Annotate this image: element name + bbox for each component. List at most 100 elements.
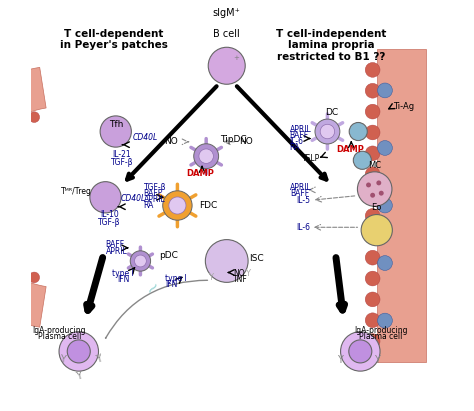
Text: CD40L: CD40L: [121, 194, 146, 203]
Circle shape: [365, 250, 380, 265]
Text: T cell-dependent
in Peyer's patches: T cell-dependent in Peyer's patches: [60, 29, 168, 51]
Circle shape: [378, 313, 392, 328]
Circle shape: [365, 292, 380, 307]
Circle shape: [365, 188, 380, 203]
Circle shape: [365, 313, 380, 328]
FancyArrowPatch shape: [209, 148, 221, 155]
Circle shape: [376, 180, 381, 185]
Text: RA: RA: [290, 143, 300, 152]
Circle shape: [341, 332, 380, 371]
Text: Plasma cell: Plasma cell: [359, 332, 402, 341]
Text: Y: Y: [245, 269, 250, 278]
Text: IL-5: IL-5: [296, 196, 310, 205]
Text: Y: Y: [208, 273, 213, 282]
Text: DAMP: DAMP: [186, 169, 214, 178]
Circle shape: [378, 141, 392, 155]
Text: CD40L: CD40L: [132, 133, 157, 142]
FancyArrowPatch shape: [330, 123, 343, 130]
FancyArrowPatch shape: [312, 123, 325, 130]
FancyArrowPatch shape: [312, 133, 325, 140]
Text: ~: ~: [141, 276, 164, 299]
Circle shape: [315, 119, 340, 144]
Circle shape: [0, 113, 12, 128]
Circle shape: [130, 251, 151, 271]
Text: IgA-producing: IgA-producing: [33, 326, 86, 335]
Text: TipDC: TipDC: [220, 135, 247, 144]
Circle shape: [169, 197, 186, 214]
Circle shape: [320, 124, 335, 139]
Text: T cell-independent
lamina propria
restricted to B1 ??: T cell-independent lamina propria restri…: [276, 29, 387, 62]
Circle shape: [365, 62, 380, 77]
Circle shape: [365, 125, 380, 140]
Text: APRIL: APRIL: [106, 247, 127, 256]
Circle shape: [365, 167, 380, 182]
Circle shape: [11, 264, 22, 275]
FancyArrowPatch shape: [330, 133, 343, 140]
Circle shape: [349, 122, 367, 141]
Text: BAFF: BAFF: [291, 189, 310, 198]
Circle shape: [11, 120, 22, 130]
Text: IL-10: IL-10: [100, 210, 119, 219]
Circle shape: [357, 172, 392, 206]
FancyArrowPatch shape: [106, 280, 208, 338]
Circle shape: [361, 215, 392, 246]
Circle shape: [100, 116, 131, 147]
Text: Tfh: Tfh: [109, 120, 124, 129]
Circle shape: [365, 271, 380, 286]
Text: BAFF: BAFF: [290, 131, 309, 140]
Circle shape: [163, 191, 192, 220]
Circle shape: [365, 229, 380, 244]
Text: BAFF: BAFF: [144, 189, 163, 198]
Text: Y: Y: [74, 370, 84, 382]
Circle shape: [0, 266, 12, 281]
Text: IL-6: IL-6: [296, 223, 310, 232]
Text: pDC: pDC: [159, 251, 178, 260]
Text: RA: RA: [144, 201, 154, 210]
FancyArrowPatch shape: [180, 207, 196, 216]
Circle shape: [365, 83, 380, 98]
Text: APRIL: APRIL: [291, 182, 312, 192]
Text: DC: DC: [325, 108, 338, 117]
Circle shape: [67, 340, 90, 363]
Text: NO: NO: [233, 269, 245, 278]
Text: +: +: [234, 55, 239, 60]
Text: type I: type I: [165, 274, 187, 283]
Text: TNF: TNF: [233, 275, 247, 284]
Circle shape: [349, 340, 372, 363]
Text: TSLP: TSLP: [302, 154, 320, 163]
Polygon shape: [0, 67, 46, 327]
Text: IFN: IFN: [117, 275, 129, 284]
Text: Y: Y: [374, 355, 380, 365]
FancyArrowPatch shape: [180, 195, 196, 204]
Text: Y: Y: [96, 355, 102, 365]
Text: B cell: B cell: [213, 29, 240, 39]
Text: APRIL: APRIL: [290, 125, 311, 134]
Text: TGF-β: TGF-β: [98, 218, 121, 227]
Circle shape: [353, 151, 372, 169]
Circle shape: [365, 146, 380, 161]
Polygon shape: [377, 49, 426, 362]
Text: IL-6: IL-6: [290, 137, 304, 146]
Circle shape: [0, 132, 7, 142]
Circle shape: [194, 144, 219, 169]
Circle shape: [208, 47, 245, 84]
Text: IFN: IFN: [165, 280, 177, 289]
FancyArrowPatch shape: [159, 207, 175, 216]
Text: ISC: ISC: [249, 254, 264, 263]
Text: Eo: Eo: [372, 203, 382, 212]
Text: Ti-Ag: Ti-Ag: [393, 102, 414, 111]
Circle shape: [29, 112, 39, 122]
Circle shape: [366, 182, 371, 187]
Text: NO: NO: [164, 137, 177, 146]
Circle shape: [378, 198, 392, 213]
Circle shape: [59, 332, 99, 371]
FancyArrowPatch shape: [143, 254, 153, 260]
Circle shape: [0, 252, 7, 263]
Circle shape: [379, 191, 384, 196]
Circle shape: [378, 256, 392, 270]
FancyArrowPatch shape: [128, 254, 138, 260]
Text: Y: Y: [337, 355, 343, 365]
Circle shape: [90, 182, 121, 213]
Text: TGF-β: TGF-β: [110, 158, 133, 167]
Circle shape: [205, 240, 248, 282]
